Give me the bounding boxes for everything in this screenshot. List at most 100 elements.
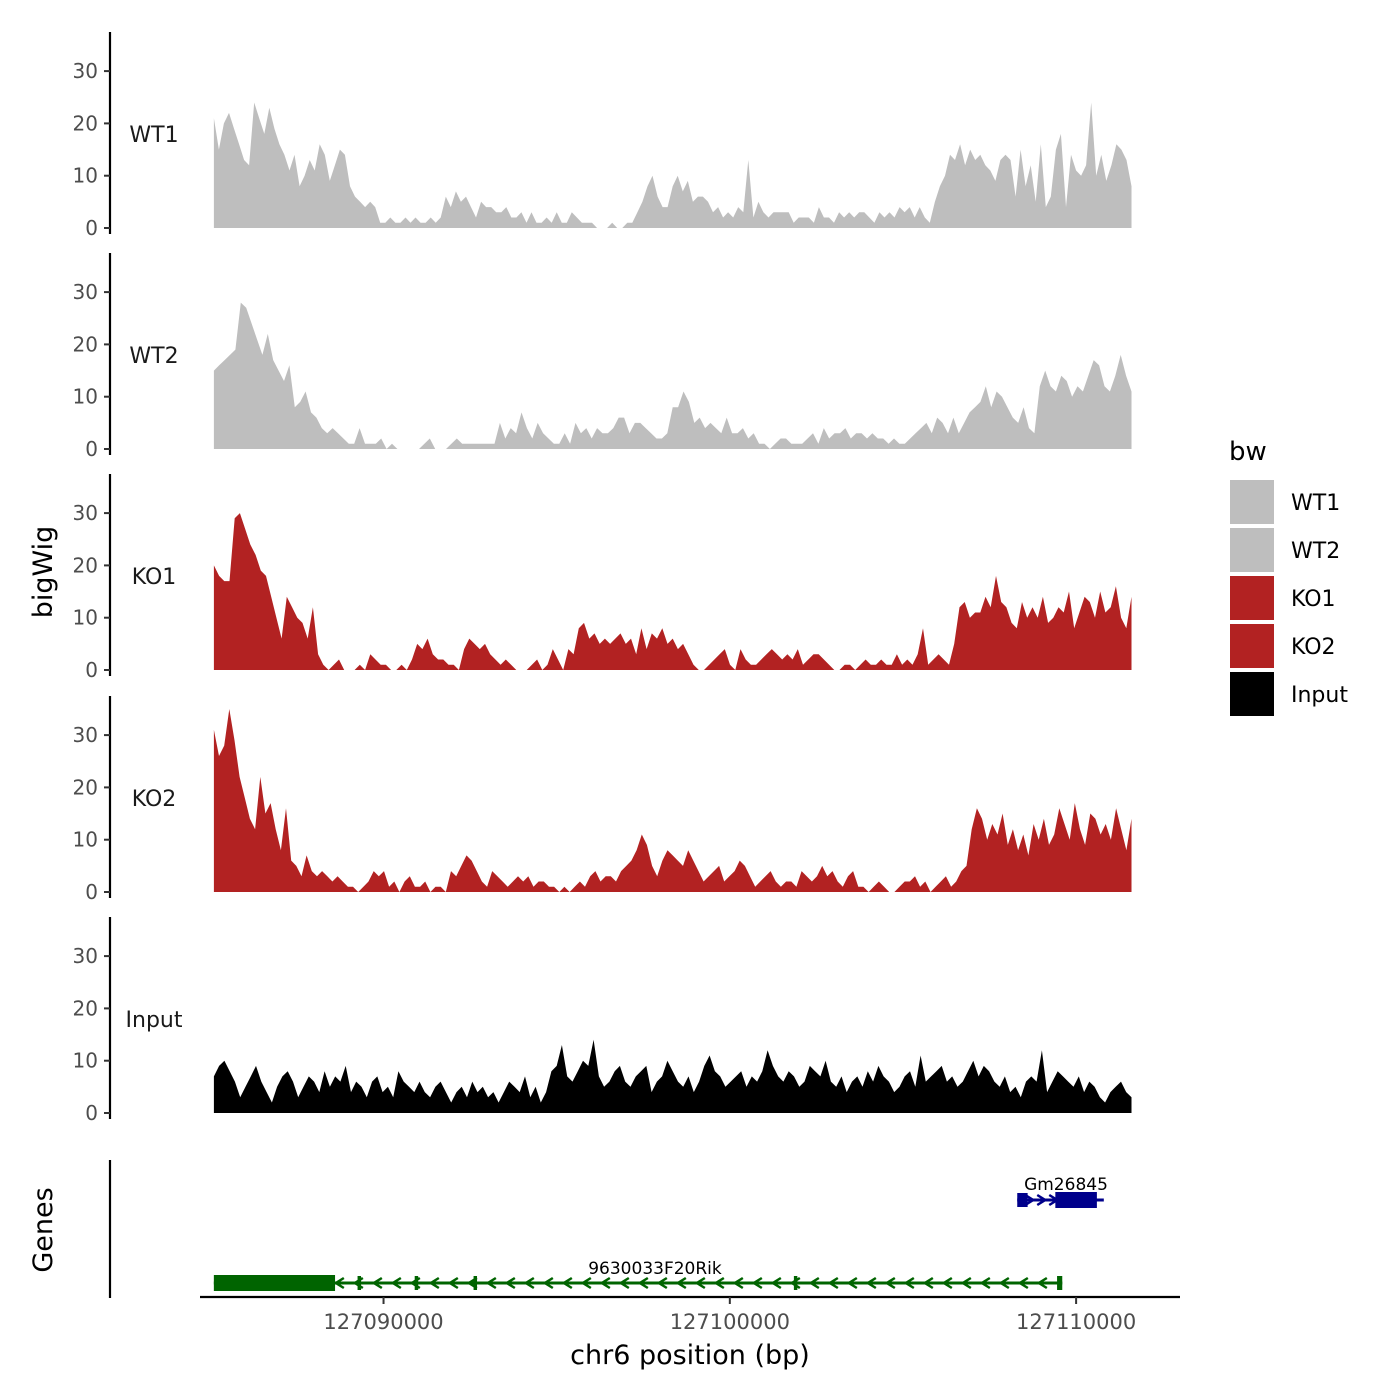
strand-arrow bbox=[580, 1276, 592, 1290]
strand-arrow bbox=[428, 1276, 440, 1290]
track-panel-input: 0 10 20 30 Input bbox=[73, 917, 1132, 1125]
strand-arrow bbox=[694, 1276, 706, 1290]
strand-arrow bbox=[732, 1276, 744, 1290]
legend-label: Input bbox=[1291, 683, 1348, 708]
strand-arrow bbox=[542, 1276, 554, 1290]
strand-arrow bbox=[485, 1276, 497, 1290]
strand-arrow bbox=[523, 1276, 535, 1290]
legend-label: WT2 bbox=[1291, 539, 1340, 564]
strand-arrow bbox=[713, 1276, 725, 1290]
strand-arrow bbox=[1036, 1193, 1048, 1207]
gene-label: 9630033F20Rik bbox=[588, 1259, 722, 1279]
y-tick-label: 10 bbox=[73, 164, 98, 188]
legend-label: KO2 bbox=[1291, 635, 1336, 660]
signal-area-wt1 bbox=[213, 102, 1132, 228]
strand-arrow bbox=[770, 1276, 782, 1290]
y-tick-label: 20 bbox=[73, 332, 98, 356]
gene-panel-title: Genes bbox=[28, 1187, 59, 1272]
strand-arrow bbox=[447, 1276, 459, 1290]
y-tick-label: 20 bbox=[73, 111, 98, 135]
gene-gm26845: Gm26845 bbox=[1017, 1175, 1108, 1208]
legend-swatch bbox=[1230, 672, 1274, 716]
strand-arrow bbox=[1024, 1193, 1036, 1207]
strand-arrow bbox=[884, 1276, 896, 1290]
track-panel-wt1: 0 10 20 30 WT1 bbox=[73, 32, 1132, 240]
strand-arrow bbox=[998, 1276, 1010, 1290]
x-axis-title: chr6 position (bp) bbox=[570, 1340, 810, 1371]
x-axis: 127090000 127100000 127110000 bbox=[200, 1295, 1180, 1334]
legend-item-ko2: KO2 bbox=[1230, 624, 1336, 668]
y-tick-label: 0 bbox=[85, 437, 98, 461]
strand-arrow bbox=[599, 1276, 611, 1290]
legend-item-wt2: WT2 bbox=[1230, 528, 1340, 572]
strand-arrow bbox=[333, 1276, 345, 1290]
track-panel-ko1: 0 10 20 30 KO1 bbox=[73, 474, 1132, 682]
y-tick-label: 30 bbox=[73, 280, 98, 304]
x-tick-label: 127100000 bbox=[670, 1310, 790, 1334]
signal-area-ko2 bbox=[213, 709, 1132, 892]
y-tick-label: 10 bbox=[73, 385, 98, 409]
track-panel-wt2: 0 10 20 30 WT2 bbox=[73, 253, 1132, 461]
gene-panel: 9630033F20Rik Gm26845 bbox=[108, 1160, 1108, 1298]
signal-area-wt2 bbox=[213, 302, 1132, 449]
strand-arrow bbox=[675, 1276, 687, 1290]
y-tick-label: 0 bbox=[85, 658, 98, 682]
strand-arrow bbox=[504, 1276, 516, 1290]
legend-item-ko1: KO1 bbox=[1230, 576, 1336, 620]
strand-arrow bbox=[922, 1276, 934, 1290]
legend-item-input: Input bbox=[1230, 672, 1348, 716]
y-tick-label: 30 bbox=[73, 944, 98, 968]
strand-arrow bbox=[941, 1276, 953, 1290]
x-tick-label: 127110000 bbox=[1016, 1310, 1136, 1334]
legend-item-wt1: WT1 bbox=[1230, 480, 1340, 524]
legend-title: bw bbox=[1229, 437, 1267, 467]
y-tick-label: 20 bbox=[73, 775, 98, 799]
y-tick-label: 0 bbox=[85, 880, 98, 904]
exon bbox=[1017, 1193, 1028, 1207]
strand-arrow bbox=[656, 1276, 668, 1290]
exon bbox=[357, 1276, 362, 1290]
y-tick-label: 30 bbox=[73, 59, 98, 83]
strand-arrow bbox=[865, 1276, 877, 1290]
exon bbox=[213, 1275, 336, 1291]
y-tick-label: 10 bbox=[73, 828, 98, 852]
track-panel-ko2: 0 10 20 30 KO2 bbox=[73, 696, 1132, 904]
legend-label: WT1 bbox=[1291, 491, 1340, 516]
strand-arrow bbox=[903, 1276, 915, 1290]
gene-label: Gm26845 bbox=[1024, 1175, 1108, 1195]
strand-arrow bbox=[808, 1276, 820, 1290]
track-label: WT1 bbox=[129, 123, 178, 148]
gene-9630033f20rik: 9630033F20Rik bbox=[213, 1259, 1063, 1291]
exon bbox=[1057, 1276, 1063, 1290]
y-tick-label: 20 bbox=[73, 996, 98, 1020]
strand-arrow bbox=[827, 1276, 839, 1290]
legend-swatch bbox=[1230, 528, 1274, 572]
y-tick-label: 10 bbox=[73, 1049, 98, 1073]
strand-arrow bbox=[637, 1276, 649, 1290]
track-label: WT2 bbox=[129, 344, 178, 369]
x-tick-label: 127090000 bbox=[323, 1310, 443, 1334]
legend-label: KO1 bbox=[1291, 587, 1336, 612]
strand-arrow bbox=[751, 1276, 763, 1290]
strand-arrow bbox=[1017, 1276, 1029, 1290]
y-tick-label: 10 bbox=[73, 606, 98, 630]
y-axis-title: bigWig bbox=[28, 526, 59, 619]
exon bbox=[473, 1276, 478, 1290]
strand-arrow bbox=[561, 1276, 573, 1290]
exon bbox=[1055, 1192, 1097, 1208]
strand-arrow bbox=[979, 1276, 991, 1290]
exon bbox=[414, 1276, 419, 1290]
y-tick-label: 20 bbox=[73, 553, 98, 577]
legend-swatch bbox=[1230, 576, 1274, 620]
y-tick-label: 30 bbox=[73, 501, 98, 525]
legend-swatch bbox=[1230, 480, 1274, 524]
strand-arrow bbox=[846, 1276, 858, 1290]
track-label: KO1 bbox=[132, 565, 177, 590]
track-label: KO2 bbox=[132, 787, 177, 812]
track-label: Input bbox=[126, 1008, 183, 1033]
y-tick-label: 0 bbox=[85, 216, 98, 240]
legend: bw WT1 WT2 KO1 KO2 Input bbox=[1229, 437, 1348, 716]
strand-arrow bbox=[371, 1276, 383, 1290]
strand-arrow bbox=[1036, 1276, 1048, 1290]
